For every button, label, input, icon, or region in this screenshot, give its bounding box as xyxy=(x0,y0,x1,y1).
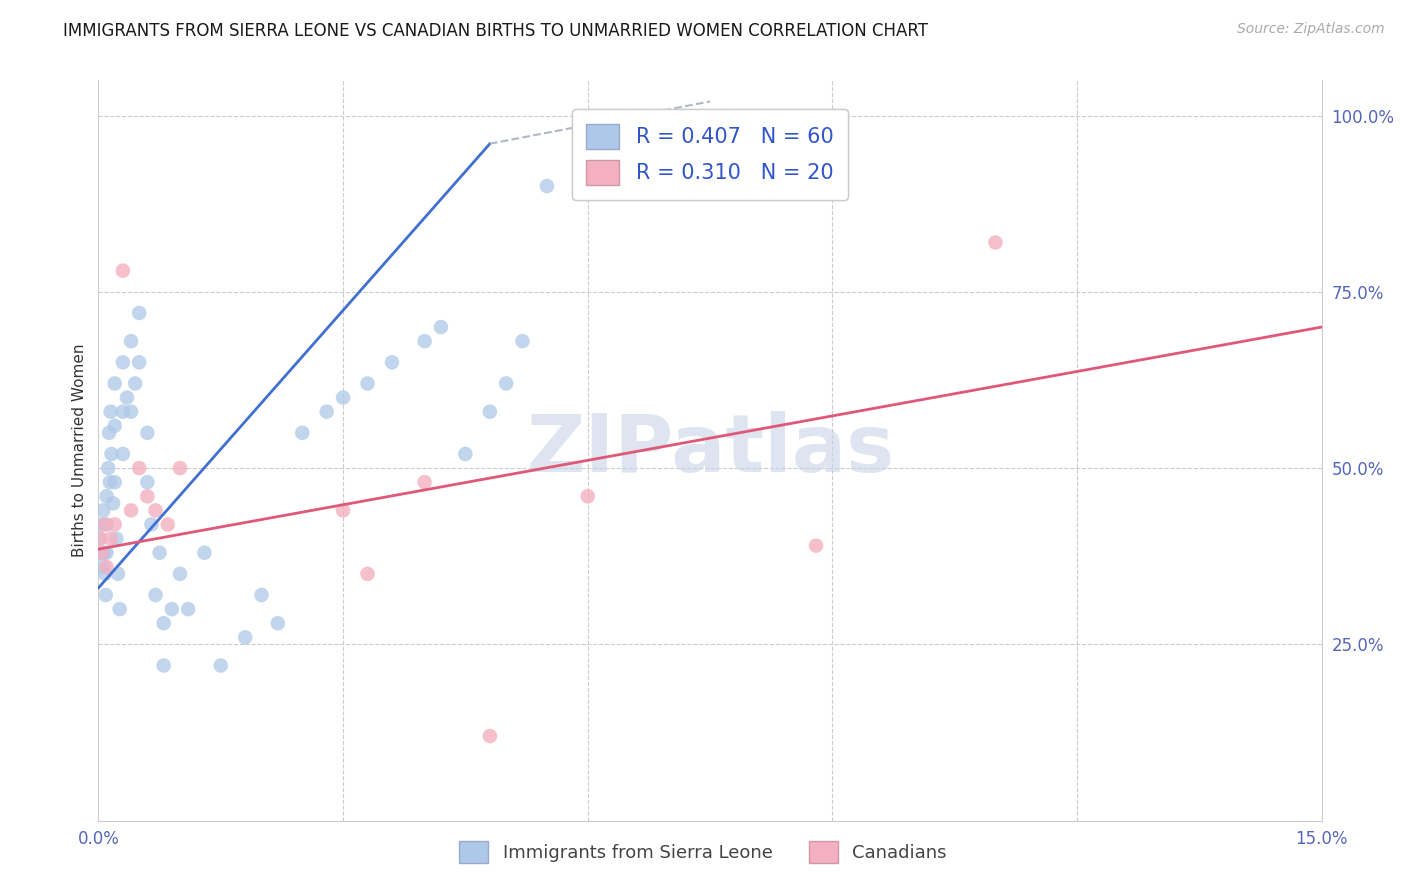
Point xyxy=(98,425,121,440)
Point xyxy=(177,602,200,616)
Point xyxy=(193,546,215,560)
Point xyxy=(101,496,124,510)
Point xyxy=(332,391,354,405)
Point xyxy=(104,475,127,490)
Point xyxy=(128,461,150,475)
Point xyxy=(149,546,172,560)
Point xyxy=(120,334,142,348)
Text: ZIPatlas: ZIPatlas xyxy=(526,411,894,490)
Point xyxy=(478,405,501,419)
Point xyxy=(94,517,117,532)
Point xyxy=(160,602,183,616)
Point xyxy=(209,658,232,673)
Point xyxy=(152,616,174,631)
Text: IMMIGRANTS FROM SIERRA LEONE VS CANADIAN BIRTHS TO UNMARRIED WOMEN CORRELATION C: IMMIGRANTS FROM SIERRA LEONE VS CANADIAN… xyxy=(63,22,928,40)
Point xyxy=(128,306,150,320)
Point xyxy=(478,729,501,743)
Text: Source: ZipAtlas.com: Source: ZipAtlas.com xyxy=(1237,22,1385,37)
Point xyxy=(115,391,138,405)
Point xyxy=(100,405,122,419)
Legend: R = 0.407   N = 60, R = 0.310   N = 20: R = 0.407 N = 60, R = 0.310 N = 20 xyxy=(572,109,848,200)
Point xyxy=(124,376,146,391)
Point xyxy=(104,376,127,391)
Point xyxy=(233,630,256,644)
Point xyxy=(576,136,599,151)
Point xyxy=(356,376,378,391)
Point xyxy=(94,588,117,602)
Point xyxy=(96,489,118,503)
Point xyxy=(145,588,167,602)
Point xyxy=(250,588,273,602)
Point xyxy=(804,539,827,553)
Point xyxy=(89,532,111,546)
Point xyxy=(536,179,558,194)
Point xyxy=(169,461,191,475)
Point xyxy=(91,503,114,517)
Y-axis label: Births to Unmarried Women: Births to Unmarried Women xyxy=(72,343,87,558)
Point xyxy=(104,418,127,433)
Point xyxy=(454,447,477,461)
Point xyxy=(495,376,517,391)
Point xyxy=(136,475,159,490)
Point xyxy=(91,559,114,574)
Point xyxy=(107,566,129,581)
Point xyxy=(100,532,122,546)
Point xyxy=(128,355,150,369)
Point xyxy=(98,475,121,490)
Point xyxy=(332,503,354,517)
Point xyxy=(576,489,599,503)
Point xyxy=(90,546,112,560)
Point xyxy=(145,503,167,517)
Point xyxy=(93,546,115,560)
Point xyxy=(90,546,112,560)
Point xyxy=(152,658,174,673)
Point xyxy=(267,616,290,631)
Point xyxy=(96,546,118,560)
Point xyxy=(512,334,534,348)
Point xyxy=(90,517,112,532)
Point xyxy=(97,461,120,475)
Point xyxy=(111,263,134,277)
Point xyxy=(136,425,159,440)
Point xyxy=(104,517,127,532)
Point xyxy=(105,532,128,546)
Point xyxy=(291,425,314,440)
Point xyxy=(89,532,111,546)
Point xyxy=(111,405,134,419)
Point xyxy=(120,405,142,419)
Legend: Immigrants from Sierra Leone, Canadians: Immigrants from Sierra Leone, Canadians xyxy=(449,830,957,874)
Point xyxy=(413,334,436,348)
Point xyxy=(169,566,191,581)
Point xyxy=(96,517,118,532)
Point xyxy=(120,503,142,517)
Point xyxy=(111,447,134,461)
Point xyxy=(430,320,453,334)
Point xyxy=(94,566,117,581)
Point xyxy=(100,447,122,461)
Point xyxy=(315,405,337,419)
Point xyxy=(136,489,159,503)
Point xyxy=(413,475,436,490)
Point xyxy=(156,517,179,532)
Point xyxy=(108,602,131,616)
Point xyxy=(984,235,1007,250)
Point xyxy=(111,355,134,369)
Point xyxy=(141,517,163,532)
Point xyxy=(96,559,118,574)
Point xyxy=(356,566,378,581)
Point xyxy=(381,355,404,369)
